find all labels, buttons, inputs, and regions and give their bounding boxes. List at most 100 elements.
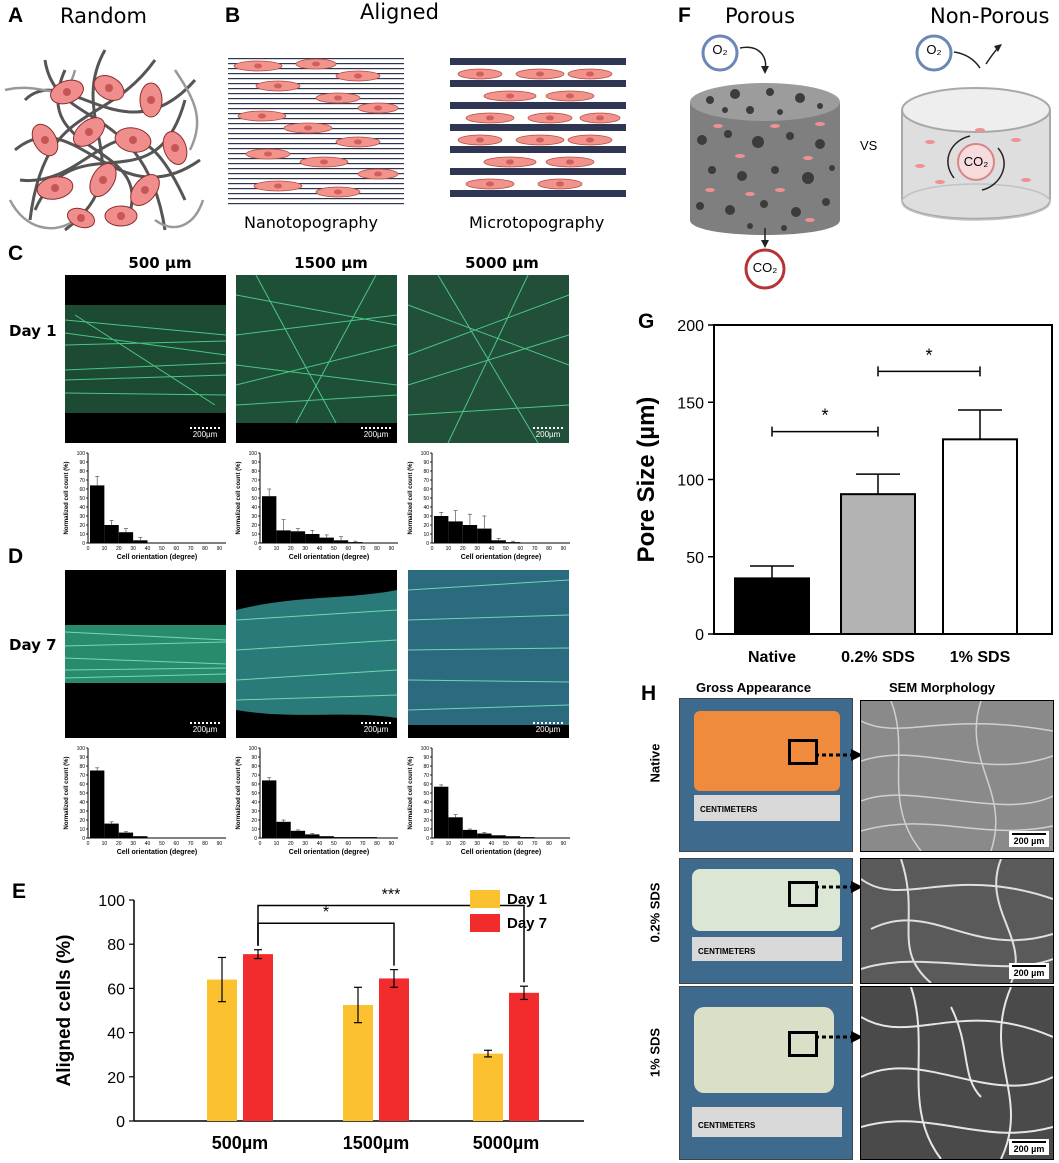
y-tick-label: 100 bbox=[98, 893, 125, 910]
substrate-line bbox=[228, 183, 404, 185]
y-tick-label: 30 bbox=[423, 514, 429, 520]
x-axis-label: Cell orientation (degree) bbox=[289, 849, 370, 856]
bar-day-1 bbox=[473, 1053, 503, 1121]
y-tick-label: 10 bbox=[79, 827, 85, 833]
substrate-line bbox=[228, 193, 404, 195]
column-header-500: 500 µm bbox=[128, 254, 192, 272]
histogram-day1-5000: 0 10 20 30 40 50 60 70 80 90 100 10 20 30 40 50 60 70 80 90… bbox=[408, 451, 570, 561]
substrate-line bbox=[228, 153, 404, 155]
y-tick-label: 0 bbox=[254, 541, 257, 547]
hist-bar bbox=[491, 540, 506, 543]
panel-label-h: H bbox=[641, 682, 657, 705]
y-axis-label: Normalized cell count (%) bbox=[408, 461, 414, 534]
x-tick-label: 20 bbox=[460, 841, 466, 847]
x-tick-label: 60 bbox=[517, 546, 523, 552]
micrograph-texture bbox=[408, 570, 569, 725]
substrate-line bbox=[228, 113, 404, 115]
x-tick-label: 80 bbox=[546, 841, 552, 847]
y-tick-label: 40 bbox=[251, 800, 257, 806]
y-tick-label: 0 bbox=[82, 541, 85, 547]
substrate-line bbox=[228, 58, 404, 60]
x-tick-label: 90 bbox=[389, 841, 395, 847]
y-tick-label: 10 bbox=[79, 532, 85, 538]
bar-day-1 bbox=[207, 979, 237, 1121]
micrograph-day7-5000: 200µm bbox=[408, 570, 569, 738]
x-tick-label: 30 bbox=[302, 546, 308, 552]
panel-f-nonporous-title: Non-Porous bbox=[930, 4, 1050, 28]
y-tick-label: 10 bbox=[423, 827, 429, 833]
hist-bar bbox=[90, 770, 105, 838]
hist-bar bbox=[319, 537, 334, 543]
cell-nucleus bbox=[506, 159, 514, 165]
substrate-line bbox=[228, 138, 404, 140]
bar-0-2-sds bbox=[840, 493, 916, 635]
y-tick-label: 50 bbox=[79, 791, 85, 797]
y-axis-label: Normalized cell count (%) bbox=[64, 756, 70, 829]
hist-bar bbox=[348, 837, 363, 838]
y-tick-label: 70 bbox=[79, 478, 85, 484]
x-tick-label: 90 bbox=[217, 841, 223, 847]
scale-bar: 200µm bbox=[190, 427, 220, 439]
y-tick-label: 150 bbox=[677, 395, 704, 412]
co2-label-nonporous: CO₂ bbox=[963, 154, 989, 169]
hist-bar bbox=[505, 542, 521, 543]
scale-bar: 200µm bbox=[190, 722, 220, 734]
y-tick-label: 50 bbox=[79, 496, 85, 502]
hist-bar bbox=[333, 837, 349, 838]
micrograph-texture bbox=[65, 625, 226, 683]
y-tick-label: 50 bbox=[251, 496, 257, 502]
column-header-5000: 5000 µm bbox=[465, 254, 539, 272]
x-tick-label: 10 bbox=[274, 546, 280, 552]
x-tick-label: 80 bbox=[374, 841, 380, 847]
co2-label-porous: CO₂ bbox=[752, 260, 778, 275]
micrograph-day1-500: 200µm bbox=[65, 275, 226, 443]
x-tick-label: 5000µm bbox=[473, 1133, 539, 1153]
micrograph-texture bbox=[65, 305, 226, 413]
sem-scale-bar: 200 µm bbox=[1009, 963, 1049, 979]
x-axis-label: Cell orientation (degree) bbox=[289, 554, 370, 561]
cell-nucleus bbox=[320, 159, 328, 165]
y-tick-label: 60 bbox=[107, 981, 125, 998]
substrate-line bbox=[450, 124, 626, 131]
hist-bar bbox=[448, 817, 463, 838]
x-tick-label-origin: 0 bbox=[87, 841, 90, 847]
y-axis-label: Aligned cells (%) bbox=[54, 934, 75, 1086]
y-axis-label: Normalized cell count (%) bbox=[236, 461, 242, 534]
x-tick-label: 20 bbox=[460, 546, 466, 552]
substrate-line bbox=[228, 93, 404, 95]
h-row-1sds: 1% SDS bbox=[647, 1027, 663, 1078]
substrate-line bbox=[228, 178, 404, 180]
cell-nucleus bbox=[486, 181, 494, 187]
y-tick-label: 80 bbox=[251, 469, 257, 475]
y-tick-label: 40 bbox=[79, 505, 85, 511]
cell-nucleus bbox=[486, 115, 494, 121]
sem-texture bbox=[861, 859, 1053, 983]
x-tick-label: 70 bbox=[360, 546, 366, 552]
y-tick-label: 200 bbox=[677, 318, 704, 335]
substrate-line bbox=[228, 198, 404, 200]
x-axis-label: Cell orientation (degree) bbox=[117, 554, 198, 561]
substrate-line bbox=[228, 78, 404, 80]
x-tick-label: 30 bbox=[130, 546, 136, 552]
micrograph-day1-5000: 200µm bbox=[408, 275, 569, 443]
y-tick-label: 90 bbox=[79, 755, 85, 761]
scale-bar: 200µm bbox=[361, 722, 391, 734]
y-tick-label: 0 bbox=[426, 541, 429, 547]
x-tick-label: 90 bbox=[561, 546, 567, 552]
y-tick-label: 0 bbox=[254, 836, 257, 842]
y-tick-label: 10 bbox=[423, 532, 429, 538]
panel-label-d: D bbox=[8, 545, 24, 568]
substrate-line bbox=[450, 80, 626, 87]
x-tick-label: 30 bbox=[130, 841, 136, 847]
photo-02sds: CENTIMETERS bbox=[679, 858, 853, 984]
cell-nucleus bbox=[506, 93, 514, 99]
h-row-02sds: 0.2% SDS bbox=[647, 882, 663, 943]
legend-swatch bbox=[470, 890, 500, 908]
substrate-line bbox=[228, 103, 404, 105]
cell-nucleus bbox=[254, 63, 262, 69]
y-axis-label: Normalized cell count (%) bbox=[408, 756, 414, 829]
x-axis-label: Cell orientation (degree) bbox=[461, 554, 542, 561]
hist-bar bbox=[133, 836, 148, 838]
y-tick-label: 20 bbox=[251, 523, 257, 529]
panel-label-e: E bbox=[12, 880, 27, 903]
